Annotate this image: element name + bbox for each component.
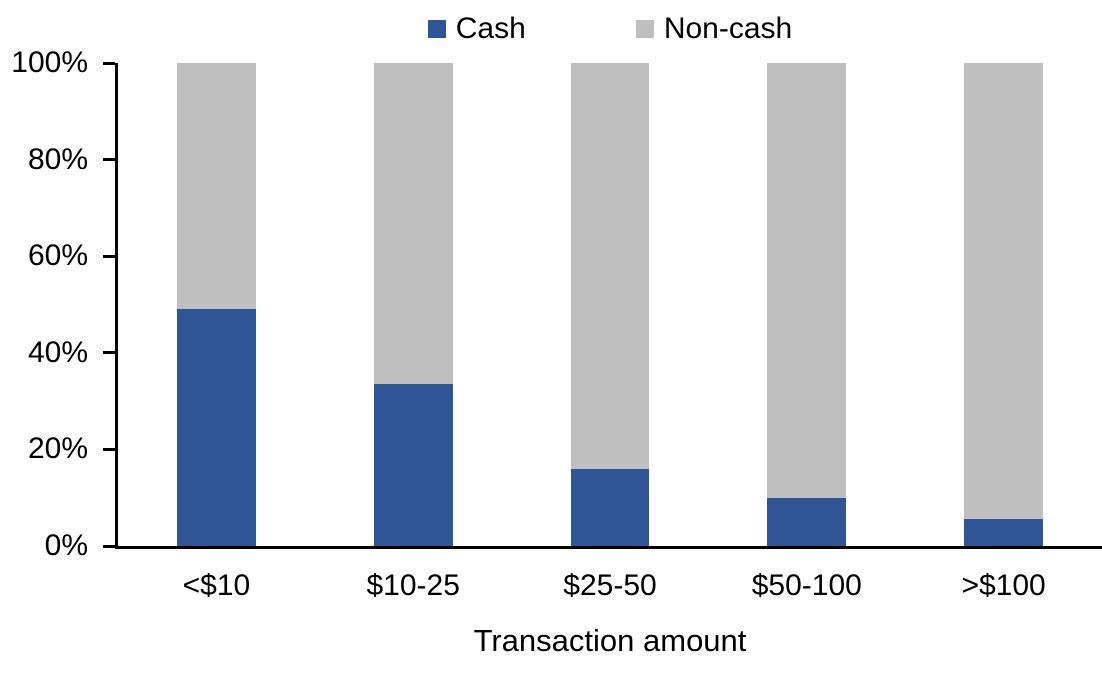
y-tick-mark — [103, 544, 115, 548]
y-tick-mark — [103, 158, 115, 162]
bar-segment-non-cash — [964, 63, 1043, 520]
x-tick-label: <$10 — [182, 569, 251, 602]
bar-slot-10-25 — [315, 63, 512, 546]
x-tick-label: >$100 — [961, 569, 1046, 602]
bar-10-25 — [373, 63, 453, 546]
legend-label: Cash — [455, 12, 526, 45]
bar-100 — [964, 63, 1043, 546]
legend-swatch-icon — [635, 20, 654, 38]
x-tick-label: $25-50 — [563, 569, 657, 602]
x-axis-line — [115, 546, 1102, 549]
y-tick-label: 80% — [27, 142, 88, 176]
y-axis-line — [115, 63, 118, 549]
bar-slot-100 — [905, 63, 1102, 546]
bar-segment-non-cash — [767, 63, 847, 498]
bar-segment-non-cash — [177, 63, 256, 310]
bar-segment-cash — [767, 497, 847, 546]
y-tick-label: 100% — [11, 46, 88, 79]
legend-item-non-cash: Non-cash — [635, 12, 793, 46]
x-tick-label: $10-25 — [366, 569, 460, 602]
x-tick-label: $50-100 — [751, 569, 862, 602]
x-axis-tick-labels: <$10 $10-25 $25-50 $50-100 >$100 — [118, 566, 1102, 606]
bar-segment-non-cash — [373, 63, 453, 385]
bar-segment-cash — [570, 468, 650, 546]
x-axis-title: Transaction amount — [473, 623, 747, 658]
bar-segment-non-cash — [570, 63, 650, 469]
y-tick-label: 60% — [27, 239, 88, 273]
bar-segment-cash — [373, 384, 453, 546]
bar-10 — [177, 63, 256, 546]
y-tick-label: 20% — [27, 432, 88, 466]
y-axis: 0% 20% 40% 60% 80% 100% — [0, 0, 103, 673]
bar-slot-10 — [118, 63, 315, 546]
y-tick-label: 0% — [44, 529, 88, 562]
bar-25-50 — [570, 63, 650, 546]
bar-segment-cash — [964, 519, 1043, 546]
legend: Cash Non-cash — [118, 12, 1102, 46]
legend-label: Non-cash — [663, 12, 793, 45]
bar-50-100 — [767, 63, 847, 546]
y-tick-mark — [103, 447, 115, 451]
bar-slot-50-100 — [708, 63, 905, 546]
bar-slot-25-50 — [512, 63, 709, 546]
bar-segment-cash — [177, 309, 256, 546]
legend-item-cash: Cash — [427, 12, 526, 46]
plot-area — [118, 63, 1102, 546]
y-tick-mark — [103, 351, 115, 355]
y-tick-mark — [103, 254, 115, 258]
y-tick-label: 40% — [27, 335, 88, 369]
legend-swatch-icon — [427, 20, 446, 38]
y-tick-mark — [103, 61, 115, 65]
